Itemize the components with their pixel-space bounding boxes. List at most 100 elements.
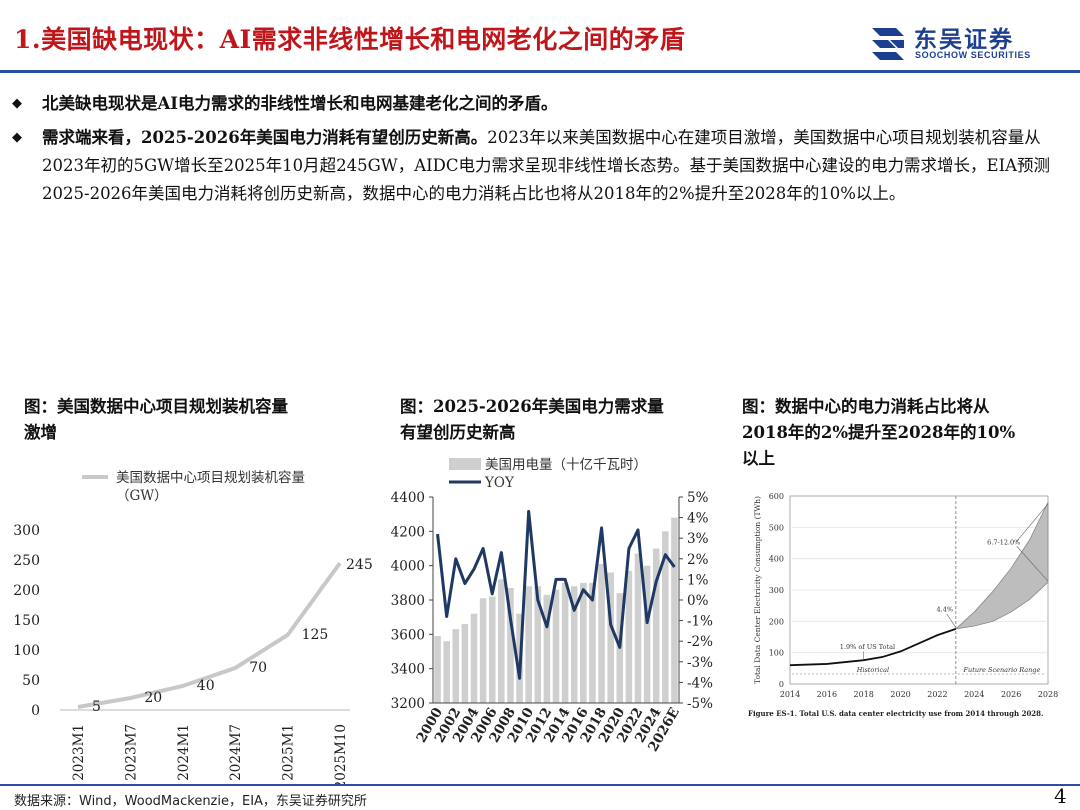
bar: [434, 636, 441, 703]
bar: [470, 613, 478, 703]
y-tick-label: 250: [13, 553, 40, 569]
y-tick-label-left: 3600: [391, 627, 425, 643]
x-tick-label: 2024M7: [228, 724, 244, 781]
x-tick-label: 2018: [854, 690, 874, 699]
bar: [625, 570, 633, 703]
y-tick-label: 100: [769, 649, 784, 658]
page-number: 4: [1054, 784, 1067, 808]
chart-3-title-line3: 以上: [742, 449, 775, 468]
diamond-bullet-icon: ◆: [12, 130, 22, 145]
y-tick-label-right: -2%: [687, 634, 713, 650]
bullet-1-bold: 北美缺电现状是AI电力需求的非线性增长和电网基建老化之间的矛盾。: [42, 94, 558, 113]
y-tick-label: 200: [13, 583, 40, 599]
x-tick-label: 2024: [964, 690, 984, 699]
bar: [525, 586, 532, 703]
chart-2-title: 图：2025-2026年美国电力需求量 有望创历史新高: [400, 394, 720, 446]
footer-divider: [0, 784, 1080, 786]
series-line: [77, 561, 342, 709]
bar: [561, 582, 569, 703]
y-tick-label-left: 4000: [391, 559, 425, 575]
y-tick-label: 200: [769, 617, 784, 626]
y-tick-label-left: 4400: [391, 490, 425, 506]
x-tick-label: 2024M1: [176, 724, 192, 781]
diamond-bullet-icon: ◆: [12, 96, 22, 111]
bar: [634, 553, 642, 703]
y-tick-label-right: 2%: [687, 552, 709, 568]
bullet-2-body: 2023年以来美国数据中心在建项目激增，美国数据中心项目规划装机容量从2023年…: [42, 128, 1051, 203]
y-tick-label: 50: [22, 673, 40, 689]
page-title: 1.美国缺电现状：AI需求非线性增长和电网老化之间的矛盾: [14, 25, 686, 54]
y-tick-label-right: 3%: [687, 531, 709, 547]
brand-logo: 东吴证券 SOOCHOW SECURITIES: [868, 20, 1068, 64]
bar: [570, 586, 578, 703]
y-tick-label: 0: [31, 703, 40, 719]
chart-2-electricity: 美国用电量（十亿千瓦时） YOY 3200 3400 3600 3800 4000 4200 4…: [391, 457, 714, 754]
soochow-logo-icon: [872, 28, 904, 60]
annotation: 4.4%: [937, 605, 954, 613]
bar: [498, 579, 505, 703]
chart-1-capacity: 美国数据中心项目规划装机容量 （GW） 0 50 100 150 200 250 300 2023…: [13, 469, 373, 785]
x-tick-label: 2023M7: [123, 724, 139, 781]
y-tick-label-left: 3200: [391, 696, 425, 712]
legend-unit: （GW）: [116, 488, 168, 504]
bar: [652, 548, 660, 703]
legend-bar-label: 美国用电量（十亿千瓦时）: [485, 457, 647, 473]
data-label: 20: [144, 690, 162, 706]
bullet-2-bold: 需求端来看，2025-2026年美国电力消耗有望创历史新高。: [42, 128, 488, 147]
data-source: 数据来源：Wind，WoodMackenzie，EIA，东吴证券研究所: [14, 794, 367, 809]
annotation-leader: [946, 613, 957, 628]
bar: [589, 582, 596, 703]
x-tick-label: 2014: [780, 690, 800, 699]
data-label: 40: [197, 678, 215, 694]
range-label: Historical: [856, 666, 889, 674]
legend-line-label: YOY: [484, 475, 515, 491]
y-tick-label-right: -5%: [687, 696, 713, 712]
x-tick-label: 2026: [1001, 690, 1021, 699]
figure-caption: Figure ES-1. Total U.S. data center elec…: [748, 709, 1044, 718]
y-tick-label: 600: [769, 492, 784, 501]
bullet-2-text: 需求端来看，2025-2026年美国电力消耗有望创历史新高。2023年以来美国数…: [42, 124, 1072, 208]
range-label: Future Scenario Range: [963, 666, 1041, 674]
chart-1-title-line2: 激增: [24, 423, 57, 442]
bullet-1-text: 北美缺电现状是AI电力需求的非线性增长和电网基建老化之间的矛盾。: [42, 90, 1072, 118]
x-tick-label: 2022: [927, 690, 947, 699]
y-tick-label: 150: [13, 613, 40, 629]
bar: [643, 565, 651, 703]
bar: [534, 586, 542, 703]
annotation-leader: [1016, 503, 1049, 542]
bar: [443, 641, 450, 703]
data-label: 245: [346, 557, 373, 573]
legend-bar-swatch: [449, 458, 481, 470]
chart-2-title-line2: 有望创历史新高: [400, 423, 516, 442]
y-tick-label-right: 1%: [687, 572, 709, 588]
data-label: 125: [302, 627, 329, 643]
historical-line: [789, 628, 957, 667]
x-tick-label: 2025M1: [281, 724, 297, 781]
chart-3-title: 图：数据中心的电力消耗占比将从 2018年的2%提升至2028年的10% 以上: [742, 394, 1072, 472]
y-tick-label: 100: [13, 643, 40, 659]
bar: [598, 563, 605, 703]
x-tick-label: 2016: [817, 690, 837, 699]
y-tick-label-right: -1%: [687, 614, 713, 630]
chart-2-title-line1: 图：2025-2026年美国电力需求量: [400, 397, 664, 416]
annotation-leader: [1016, 545, 1049, 582]
y-tick-label: 0: [779, 680, 784, 689]
y-tick-label: 300: [13, 523, 40, 539]
bar: [461, 624, 469, 703]
y-tick-label-right: -3%: [687, 655, 713, 671]
y-tick-label-right: 5%: [687, 490, 709, 506]
y-tick-label-left: 3400: [391, 662, 425, 678]
bar: [552, 589, 560, 703]
y-tick-label-left: 4200: [391, 524, 425, 540]
bar: [607, 572, 614, 703]
x-tick-label: 2023M1: [71, 724, 87, 781]
data-label: 5: [92, 699, 101, 715]
scenario-area: [954, 502, 1049, 630]
legend-label: 美国数据中心项目规划装机容量: [116, 469, 305, 486]
y-tick-label-left: 3800: [391, 593, 425, 609]
header-divider: [0, 70, 1080, 73]
chart-3-datacenter-share: 0 100 200 300 400 500 600 2014 2016 2018 2020 2022 2…: [748, 492, 1058, 718]
y-tick-label: 500: [769, 523, 784, 532]
bar: [580, 582, 587, 703]
yoy-line: [436, 509, 676, 680]
